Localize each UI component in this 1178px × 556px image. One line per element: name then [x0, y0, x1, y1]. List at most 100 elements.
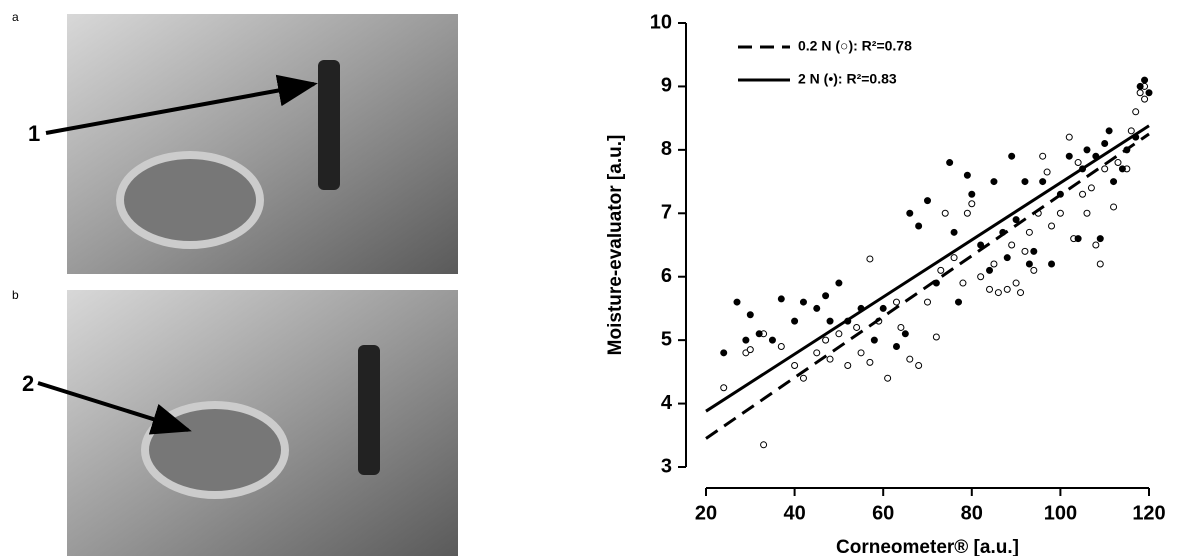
point: [835, 279, 843, 287]
point: [799, 298, 807, 306]
point: [1048, 260, 1056, 268]
point: [1141, 76, 1149, 84]
point: [1083, 146, 1091, 154]
point: [1079, 190, 1087, 198]
point: [963, 171, 971, 179]
point: [946, 159, 954, 167]
point: [799, 374, 807, 382]
point: [884, 374, 892, 382]
point: [1012, 216, 1020, 224]
point: [932, 279, 940, 287]
point: [768, 336, 776, 344]
point: [1043, 168, 1051, 176]
point: [950, 254, 958, 262]
point: [777, 342, 785, 350]
y-tick-label: 4: [661, 392, 673, 414]
point: [999, 228, 1007, 236]
point: [866, 358, 874, 366]
point: [906, 209, 914, 217]
point: [1065, 152, 1073, 160]
point: [844, 362, 852, 370]
photo-a: [67, 14, 458, 274]
point: [924, 298, 931, 306]
x-axis-label: Corneometer® [a.u.]: [836, 537, 1019, 556]
photo-a-probe: [318, 60, 340, 190]
point: [1021, 178, 1029, 186]
point: [977, 273, 985, 281]
point: [1096, 260, 1104, 268]
photo-a-device: [116, 151, 264, 249]
point: [990, 178, 998, 186]
point: [746, 346, 754, 354]
point: [924, 197, 931, 205]
point: [1145, 89, 1153, 97]
photo-b-device: [141, 401, 289, 499]
x-tick-label: 60: [872, 502, 894, 524]
point: [1074, 235, 1082, 243]
point: [857, 349, 865, 357]
point: [1030, 247, 1038, 255]
point: [1092, 241, 1100, 249]
point: [1132, 108, 1140, 116]
x-tick-label: 80: [961, 502, 983, 524]
point: [853, 323, 861, 331]
photo-marker: 2: [22, 371, 34, 396]
point: [760, 441, 768, 449]
point: [1087, 184, 1095, 192]
panel-label: b: [12, 288, 19, 302]
point: [742, 336, 750, 344]
point: [1039, 152, 1047, 160]
point: [1105, 127, 1113, 135]
y-tick-label: 8: [661, 138, 672, 160]
point: [1101, 165, 1109, 173]
point: [955, 298, 963, 306]
point: [1083, 209, 1091, 217]
point: [1123, 146, 1131, 154]
point: [959, 279, 967, 287]
point: [892, 342, 900, 350]
point: [1003, 254, 1011, 262]
y-tick-label: 5: [661, 328, 672, 350]
point: [1136, 89, 1144, 97]
y-tick-label: 9: [661, 75, 672, 97]
arrow: [45, 74, 318, 135]
point: [1110, 203, 1118, 211]
point: [1017, 289, 1025, 297]
point: [746, 311, 754, 319]
x-tick-label: 40: [783, 502, 805, 524]
point: [826, 355, 834, 363]
point: [1101, 140, 1109, 148]
x-tick-label: 120: [1132, 502, 1165, 524]
fit-line: [705, 132, 1150, 440]
point: [1025, 260, 1033, 268]
point: [879, 304, 887, 312]
point: [1114, 159, 1122, 167]
point: [791, 317, 799, 325]
arrow: [37, 381, 192, 435]
point: [720, 349, 728, 357]
x-tick-label: 20: [695, 502, 717, 524]
point: [1136, 82, 1144, 90]
point: [870, 336, 878, 344]
point: [977, 241, 985, 249]
point: [1008, 152, 1016, 160]
point: [1025, 228, 1033, 236]
point: [897, 323, 905, 331]
point: [826, 317, 834, 325]
point: [932, 333, 940, 341]
point: [950, 228, 958, 236]
y-tick-label: 3: [661, 455, 672, 477]
point: [1056, 190, 1064, 198]
point: [994, 289, 1002, 297]
point: [990, 260, 998, 268]
point: [822, 336, 830, 344]
y-axis-label: Moisture-evaluator [a.u.]: [605, 135, 626, 356]
point: [1048, 222, 1056, 230]
point: [755, 330, 763, 338]
point: [1110, 178, 1118, 186]
point: [1141, 95, 1149, 103]
point: [941, 209, 949, 217]
point: [866, 255, 874, 263]
